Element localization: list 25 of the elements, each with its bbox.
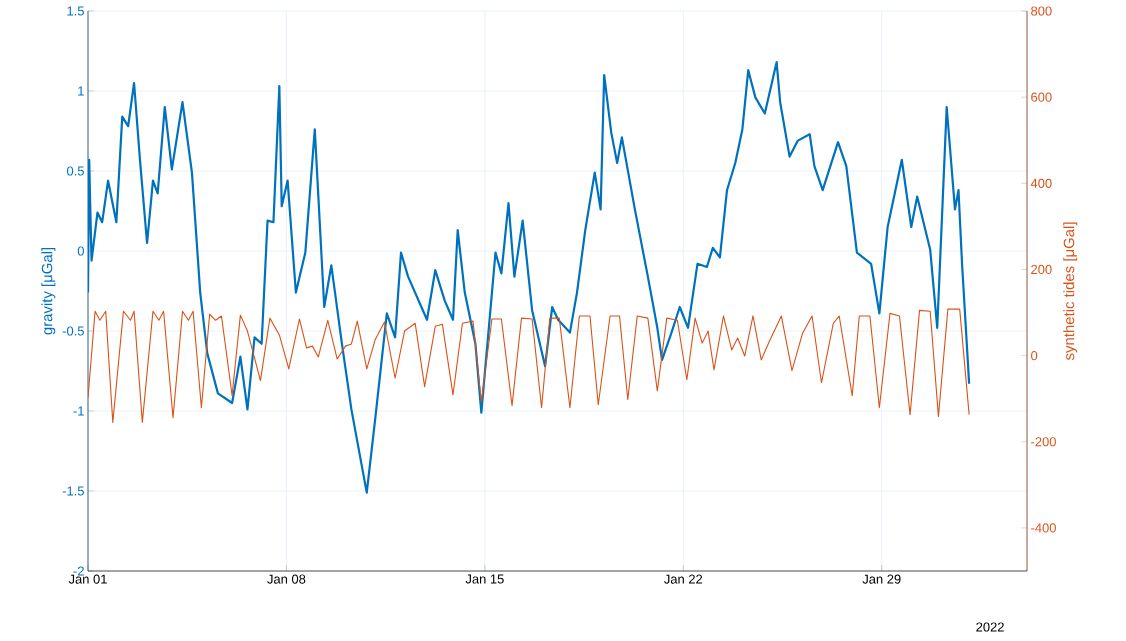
x-tick-label: Jan 15 <box>465 574 504 584</box>
y-tick-label: 1 <box>78 86 84 96</box>
y2-tick-label: -400 <box>1031 523 1056 533</box>
y2-tick-label: 600 <box>1031 92 1052 102</box>
y2-tick-label: -200 <box>1031 437 1056 447</box>
y-tick-label: -1.5 <box>62 486 84 496</box>
y2-axis-title: synthetic tides [μGal] <box>1063 222 1078 361</box>
line-series <box>88 61 971 494</box>
line-series <box>88 308 970 423</box>
y-tick-label: -1 <box>73 406 84 416</box>
y2-tick-label: 0 <box>1031 351 1038 361</box>
y-tick-label: -0.5 <box>62 326 84 336</box>
x-tick-label: Jan 01 <box>68 574 107 584</box>
y-tick-label: 1.5 <box>67 6 84 16</box>
y-tick-label: 0 <box>77 246 84 256</box>
y2-tick-label: 200 <box>1031 264 1052 275</box>
x-tick-label: Jan 08 <box>267 574 306 584</box>
y-axis-title: gravity [μGal] <box>41 247 56 335</box>
y2-tick-label: 800 <box>1031 6 1052 16</box>
y2-tick-label: 400 <box>1030 178 1052 188</box>
text: 2022 <box>976 622 1004 632</box>
y-tick-label: 0.5 <box>66 166 84 176</box>
x-tick-label: Jan 29 <box>862 574 901 584</box>
x-tick-label: Jan 22 <box>664 574 703 584</box>
y-tick-label: -2 <box>73 566 84 576</box>
